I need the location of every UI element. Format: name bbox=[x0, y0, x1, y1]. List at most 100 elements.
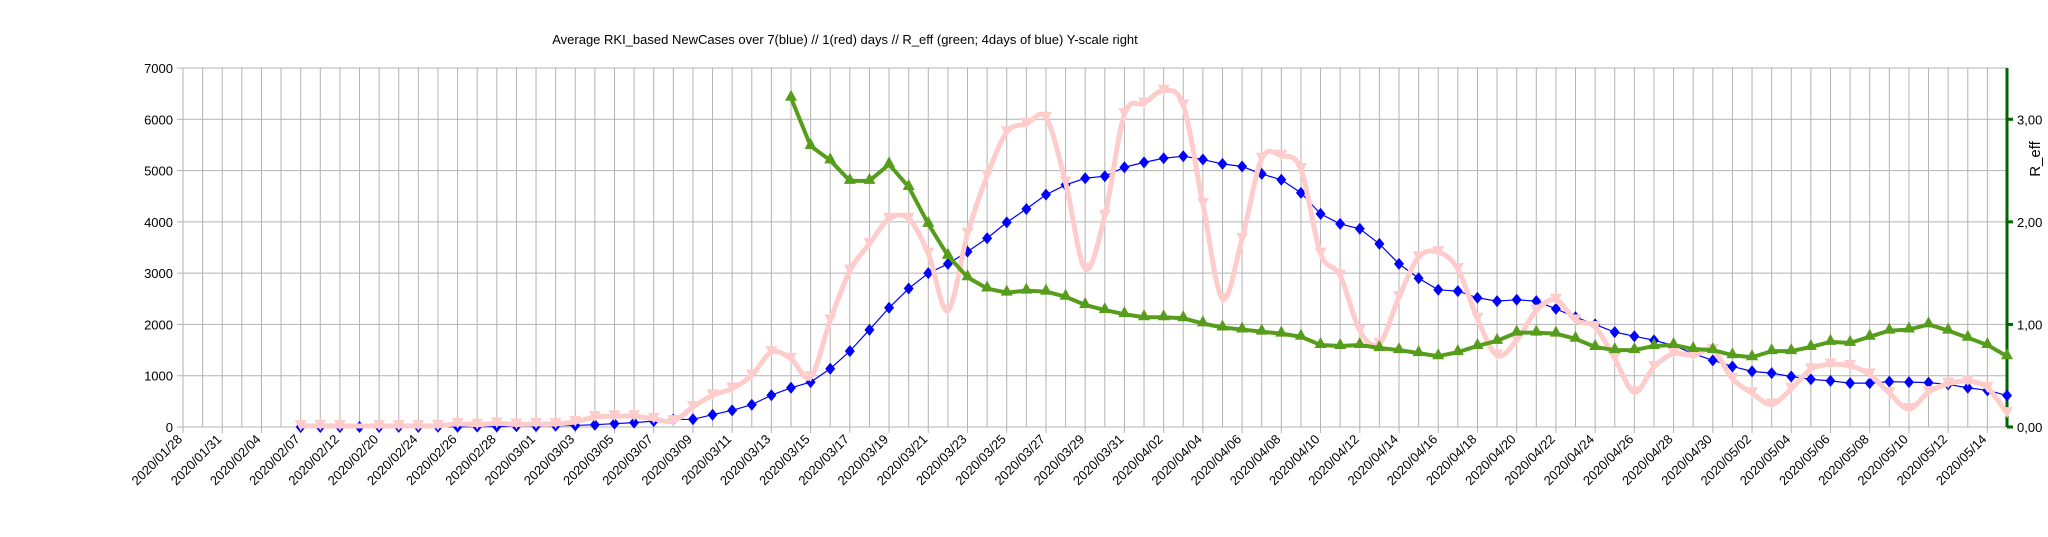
data-point-green bbox=[1706, 342, 1719, 354]
y-tick-label: 6000 bbox=[144, 112, 173, 127]
data-point-red bbox=[785, 352, 797, 364]
data-point-green bbox=[1726, 347, 1739, 359]
data-point-green bbox=[1589, 338, 1602, 350]
data-point-blue bbox=[1276, 173, 1287, 186]
data-point-red bbox=[412, 419, 425, 431]
data-point-red bbox=[1863, 368, 1876, 380]
data-point-red bbox=[686, 400, 699, 412]
data-point-green bbox=[863, 172, 876, 184]
data-point-blue bbox=[1295, 186, 1306, 199]
data-point-red bbox=[922, 247, 935, 259]
data-point-green bbox=[1530, 324, 1543, 336]
data-point-blue bbox=[1433, 283, 1444, 296]
data-point-green bbox=[1334, 337, 1347, 349]
data-point-red bbox=[1275, 149, 1288, 161]
data-point-blue bbox=[1139, 156, 1150, 169]
data-point-green bbox=[1432, 348, 1445, 360]
data-point-red bbox=[1196, 197, 1209, 209]
data-point-blue bbox=[1903, 376, 1914, 389]
data-point-green bbox=[1157, 309, 1170, 321]
axes bbox=[2005, 68, 2013, 429]
data-point-red bbox=[1981, 381, 1994, 393]
gridlines bbox=[177, 67, 2008, 433]
data-point-red bbox=[1726, 372, 1739, 384]
data-point-blue bbox=[1217, 157, 1228, 170]
data-point-red bbox=[1589, 320, 1602, 332]
data-point-red bbox=[1314, 247, 1327, 259]
data-point-red bbox=[451, 417, 464, 429]
data-point-green bbox=[1079, 296, 1092, 308]
data-point-green bbox=[1785, 343, 1798, 355]
data-point-green bbox=[1216, 319, 1229, 331]
data-point-blue bbox=[1727, 360, 1738, 373]
data-point-red bbox=[1255, 152, 1268, 164]
data-point-green bbox=[1471, 337, 1484, 349]
data-point-blue bbox=[746, 398, 757, 411]
data-point-blue bbox=[629, 416, 640, 429]
data-point-red bbox=[1118, 108, 1131, 120]
data-point-red bbox=[804, 370, 817, 382]
data-point-red bbox=[843, 264, 856, 276]
data-point-red bbox=[883, 212, 896, 224]
data-point-green bbox=[804, 137, 817, 149]
data-point-green bbox=[1177, 310, 1190, 322]
data-point-red bbox=[1785, 382, 1798, 394]
data-point-green bbox=[1039, 283, 1052, 295]
chart-title: Average RKI_based NewCases over 7(blue) … bbox=[552, 32, 1138, 47]
data-point-red bbox=[530, 417, 543, 429]
data-point-blue bbox=[1315, 207, 1326, 220]
data-point-green bbox=[883, 156, 896, 168]
data-point-blue bbox=[1786, 370, 1797, 383]
data-point-red bbox=[569, 415, 582, 427]
data-point-green bbox=[1804, 338, 1817, 350]
data-point-green bbox=[1294, 328, 1307, 340]
y2-tick-label: 2,00 bbox=[2017, 215, 2042, 230]
data-point-green bbox=[981, 280, 994, 292]
data-point-green bbox=[1902, 321, 1915, 333]
data-point-green bbox=[1118, 306, 1131, 318]
data-point-red bbox=[1451, 263, 1464, 275]
data-point-blue bbox=[903, 282, 914, 295]
data-point-red bbox=[628, 410, 641, 422]
data-point-red bbox=[1157, 84, 1170, 96]
data-point-red bbox=[765, 346, 778, 358]
data-point-blue bbox=[1080, 172, 1091, 185]
y-tick-label: 5000 bbox=[144, 164, 173, 179]
data-point-blue bbox=[1707, 354, 1718, 367]
data-point-green bbox=[1000, 284, 1013, 296]
data-point-red bbox=[726, 382, 739, 394]
y2-tick-label: 3,00 bbox=[2017, 112, 2042, 127]
data-point-green bbox=[1451, 344, 1464, 356]
data-point-red bbox=[667, 415, 680, 427]
data-point-blue bbox=[1119, 161, 1130, 174]
data-point-red bbox=[314, 419, 327, 431]
data-point-blue bbox=[1531, 295, 1542, 308]
data-point-blue bbox=[1335, 217, 1346, 230]
data-point-green bbox=[1824, 333, 1837, 345]
data-point-green bbox=[922, 215, 935, 227]
y2-axis-label: R_eff bbox=[2027, 140, 2044, 176]
data-point-red bbox=[1608, 352, 1621, 364]
data-point-green bbox=[1373, 340, 1386, 352]
y-tick-label: 0 bbox=[166, 420, 173, 435]
data-point-blue bbox=[1609, 326, 1620, 339]
data-point-red bbox=[902, 212, 915, 224]
data-point-red bbox=[1961, 375, 1974, 387]
data-point-red bbox=[1510, 334, 1523, 346]
data-point-red bbox=[1667, 347, 1680, 359]
data-point-blue bbox=[1747, 365, 1758, 378]
data-point-red bbox=[745, 369, 758, 381]
data-point-green bbox=[1981, 336, 1994, 348]
data-point-red bbox=[1804, 363, 1817, 375]
data-point-green bbox=[1922, 316, 1935, 328]
data-point-blue bbox=[2002, 389, 2012, 402]
data-point-red bbox=[1353, 324, 1366, 336]
data-point-blue bbox=[1237, 160, 1248, 173]
data-point-red bbox=[490, 417, 503, 429]
data-point-blue bbox=[1354, 222, 1365, 235]
series-line-blue bbox=[300, 155, 2008, 428]
data-point-green bbox=[1353, 336, 1366, 348]
data-point-green bbox=[1412, 345, 1425, 357]
data-point-green bbox=[785, 89, 797, 101]
data-point-green bbox=[1883, 322, 1896, 334]
